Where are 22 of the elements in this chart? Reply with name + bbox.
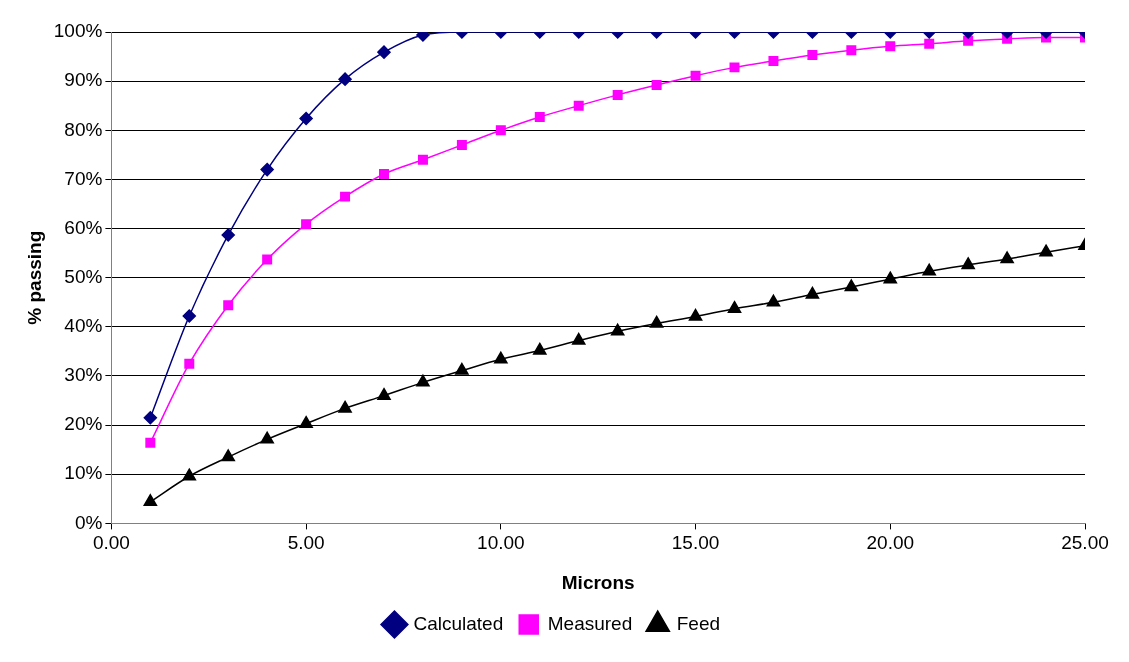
legend-label: Measured (547, 612, 633, 634)
y-tick-label: 30% (64, 364, 103, 386)
y-tick-label: 40% (64, 315, 103, 337)
x-tick-label: 20.00 (866, 532, 915, 554)
y-tick-label: 60% (64, 216, 103, 238)
legend-label: Feed (676, 612, 721, 634)
y-tick-label: 100% (53, 20, 103, 42)
y-axis-title: % passing (23, 230, 45, 325)
y-tick-label: 80% (64, 118, 103, 140)
x-tick-label: 0.00 (92, 532, 130, 554)
x-axis-title: Microns (561, 571, 635, 593)
x-tick-label: 25.00 (1061, 532, 1109, 554)
x-tick-label: 5.00 (287, 532, 325, 554)
y-tick-label: 90% (64, 69, 103, 91)
y-tick-label: 20% (64, 413, 103, 435)
y-tick-label: 0% (74, 511, 103, 533)
legend-label: Calculated (413, 612, 504, 634)
x-tick-label: 10.00 (477, 532, 525, 554)
y-tick-label: 50% (64, 265, 103, 287)
x-tick-label: 15.00 (671, 532, 720, 554)
y-tick-label: 70% (64, 167, 103, 189)
y-tick-label: 10% (64, 462, 103, 484)
